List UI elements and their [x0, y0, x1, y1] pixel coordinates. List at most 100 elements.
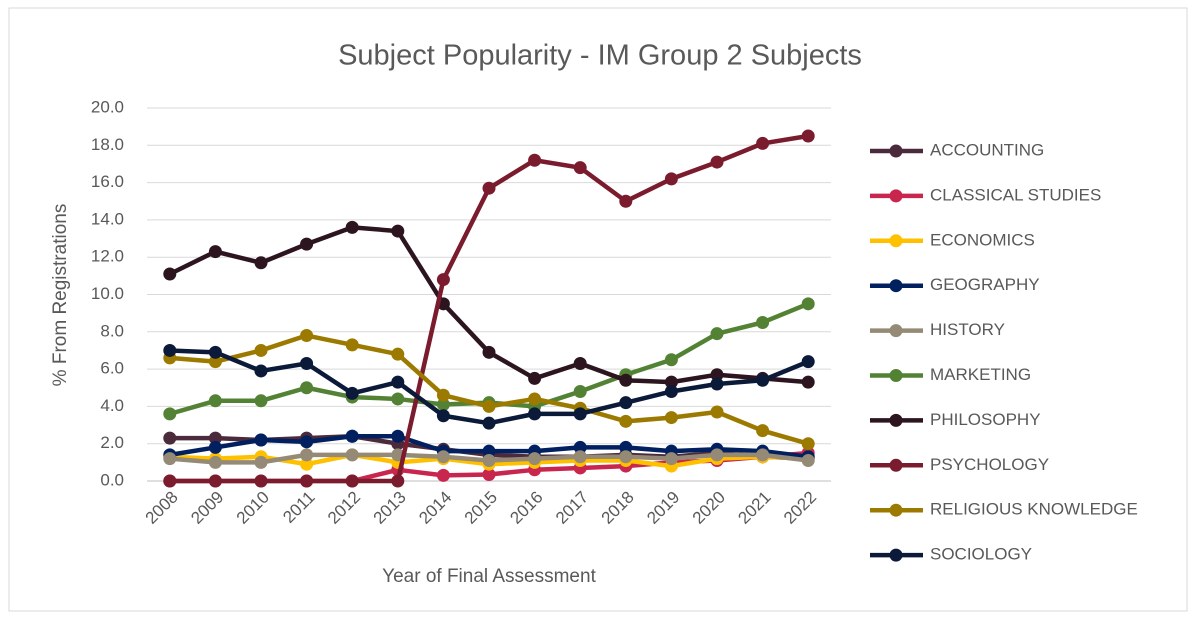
data-point: [345, 338, 359, 352]
data-point: [528, 371, 542, 385]
data-point: [573, 450, 587, 464]
data-point: [619, 373, 633, 387]
data-point: [710, 155, 724, 169]
data-point: [208, 440, 222, 454]
y-tick-label: 0.0: [100, 470, 124, 489]
data-point: [208, 345, 222, 359]
legend-marker: [889, 413, 903, 427]
data-point: [391, 474, 405, 488]
data-point: [482, 444, 496, 458]
data-point: [163, 407, 177, 421]
data-point: [573, 161, 587, 175]
data-point: [801, 129, 815, 143]
data-point: [300, 435, 314, 449]
data-point: [345, 474, 359, 488]
data-point: [664, 384, 678, 398]
data-point: [482, 453, 496, 467]
data-point: [254, 433, 268, 447]
y-tick-label: 6.0: [100, 359, 124, 378]
data-point: [710, 448, 724, 462]
data-point: [664, 353, 678, 367]
data-point: [528, 392, 542, 406]
chart-border: [8, 7, 1188, 612]
legend-label: PSYCHOLOGY: [930, 455, 1049, 474]
data-point: [528, 452, 542, 466]
data-point: [801, 297, 815, 311]
data-point: [573, 357, 587, 371]
y-tick-label: 8.0: [100, 321, 124, 340]
data-point: [436, 409, 450, 423]
data-point: [436, 388, 450, 402]
data-point: [573, 384, 587, 398]
legend-marker: [889, 279, 903, 293]
legend-marker: [889, 144, 903, 158]
data-point: [300, 474, 314, 488]
data-point: [345, 386, 359, 400]
data-point: [756, 373, 770, 387]
data-point: [345, 429, 359, 443]
data-point: [163, 431, 177, 445]
data-point: [391, 392, 405, 406]
data-point: [254, 343, 268, 357]
y-tick-label: 20.0: [91, 97, 124, 116]
data-point: [254, 394, 268, 408]
data-point: [300, 381, 314, 395]
data-point: [482, 399, 496, 413]
data-point: [345, 448, 359, 462]
legend-marker: [889, 369, 903, 382]
data-point: [391, 375, 405, 389]
data-point: [254, 455, 268, 469]
data-point: [528, 407, 542, 421]
data-point: [300, 237, 314, 251]
legend-marker: [889, 189, 903, 203]
chart-title: Subject Popularity - IM Group 2 Subjects: [338, 40, 862, 72]
y-tick-label: 16.0: [91, 172, 124, 191]
y-tick-label: 2.0: [100, 433, 124, 452]
data-point: [208, 394, 222, 408]
data-point: [482, 345, 496, 359]
data-point: [528, 153, 542, 167]
data-point: [710, 377, 724, 391]
legend-label: GEOGRAPHY: [930, 275, 1040, 294]
legend-marker: [889, 548, 903, 562]
data-point: [756, 315, 770, 329]
data-point: [208, 245, 222, 259]
data-point: [756, 136, 770, 150]
data-point: [664, 172, 678, 186]
data-point: [254, 256, 268, 270]
legend-label: ECONOMICS: [930, 230, 1035, 249]
data-point: [391, 429, 405, 443]
data-point: [573, 440, 587, 454]
data-point: [619, 440, 633, 454]
data-point: [163, 343, 177, 357]
data-point: [619, 450, 633, 464]
data-point: [208, 455, 222, 469]
data-point: [756, 448, 770, 462]
data-point: [163, 267, 177, 281]
data-point: [482, 416, 496, 430]
data-point: [619, 396, 633, 410]
data-point: [573, 407, 587, 421]
data-point: [801, 437, 815, 451]
data-point: [300, 357, 314, 371]
data-point: [163, 474, 177, 488]
data-point: [300, 448, 314, 462]
data-point: [300, 329, 314, 343]
y-tick-label: 12.0: [91, 247, 124, 266]
data-point: [710, 327, 724, 341]
data-point: [756, 424, 770, 438]
data-point: [619, 414, 633, 428]
data-point: [208, 431, 222, 445]
data-point: [664, 452, 678, 466]
legend-marker: [889, 234, 903, 248]
y-tick-label: 18.0: [91, 135, 124, 154]
y-tick-label: 4.0: [100, 396, 124, 415]
data-point: [391, 347, 405, 361]
data-point: [664, 375, 678, 389]
legend-marker: [889, 458, 903, 472]
legend-label: RELIGIOUS KNOWLEDGE: [930, 500, 1138, 519]
data-point: [254, 364, 268, 378]
data-point: [436, 450, 450, 464]
y-tick-label: 14.0: [91, 209, 124, 228]
